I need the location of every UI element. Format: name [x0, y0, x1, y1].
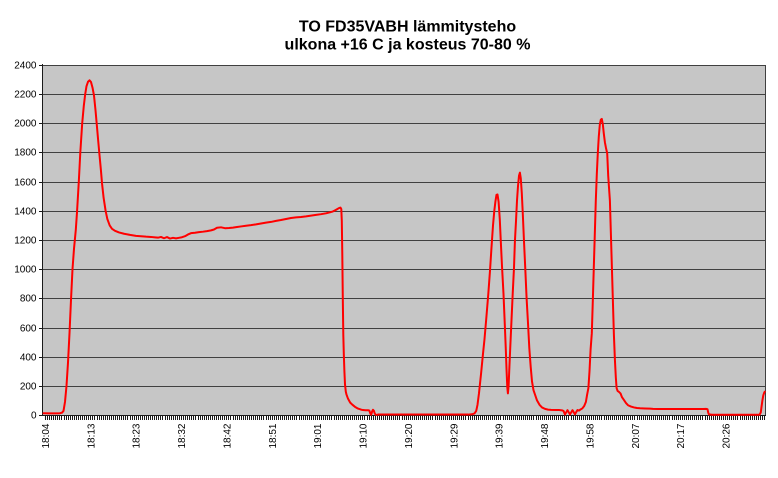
svg-text:18:42: 18:42: [222, 423, 233, 448]
svg-text:ulkona +16 C ja kosteus 70-80: ulkona +16 C ja kosteus 70-80 %: [285, 37, 531, 54]
svg-text:18:23: 18:23: [132, 423, 143, 448]
svg-text:0: 0: [31, 410, 37, 421]
svg-text:19:48: 19:48: [540, 423, 551, 448]
svg-text:2000: 2000: [14, 118, 37, 129]
svg-text:400: 400: [20, 352, 37, 363]
svg-text:1000: 1000: [14, 264, 37, 275]
svg-text:1200: 1200: [14, 235, 37, 246]
svg-text:20:07: 20:07: [631, 423, 642, 448]
svg-text:2200: 2200: [14, 89, 37, 100]
svg-text:18:13: 18:13: [86, 423, 97, 448]
svg-text:18:32: 18:32: [177, 423, 188, 448]
svg-text:19:01: 19:01: [313, 423, 324, 448]
svg-text:TO FD35VABH lämmitysteho: TO FD35VABH lämmitysteho: [299, 18, 516, 35]
svg-text:800: 800: [20, 293, 37, 304]
svg-text:1600: 1600: [14, 177, 37, 188]
svg-text:19:20: 19:20: [404, 423, 415, 448]
svg-text:19:58: 19:58: [585, 423, 596, 448]
svg-text:20:26: 20:26: [722, 423, 733, 448]
svg-text:18:04: 18:04: [41, 423, 52, 448]
svg-text:1400: 1400: [14, 206, 37, 217]
svg-text:1800: 1800: [14, 147, 37, 158]
svg-text:2400: 2400: [14, 60, 37, 71]
svg-text:19:10: 19:10: [359, 423, 370, 448]
svg-text:19:29: 19:29: [449, 423, 460, 448]
svg-text:20:17: 20:17: [676, 423, 687, 448]
svg-text:600: 600: [20, 323, 37, 334]
svg-text:200: 200: [20, 381, 37, 392]
svg-text:19:39: 19:39: [495, 423, 506, 448]
svg-text:18:51: 18:51: [268, 423, 279, 448]
